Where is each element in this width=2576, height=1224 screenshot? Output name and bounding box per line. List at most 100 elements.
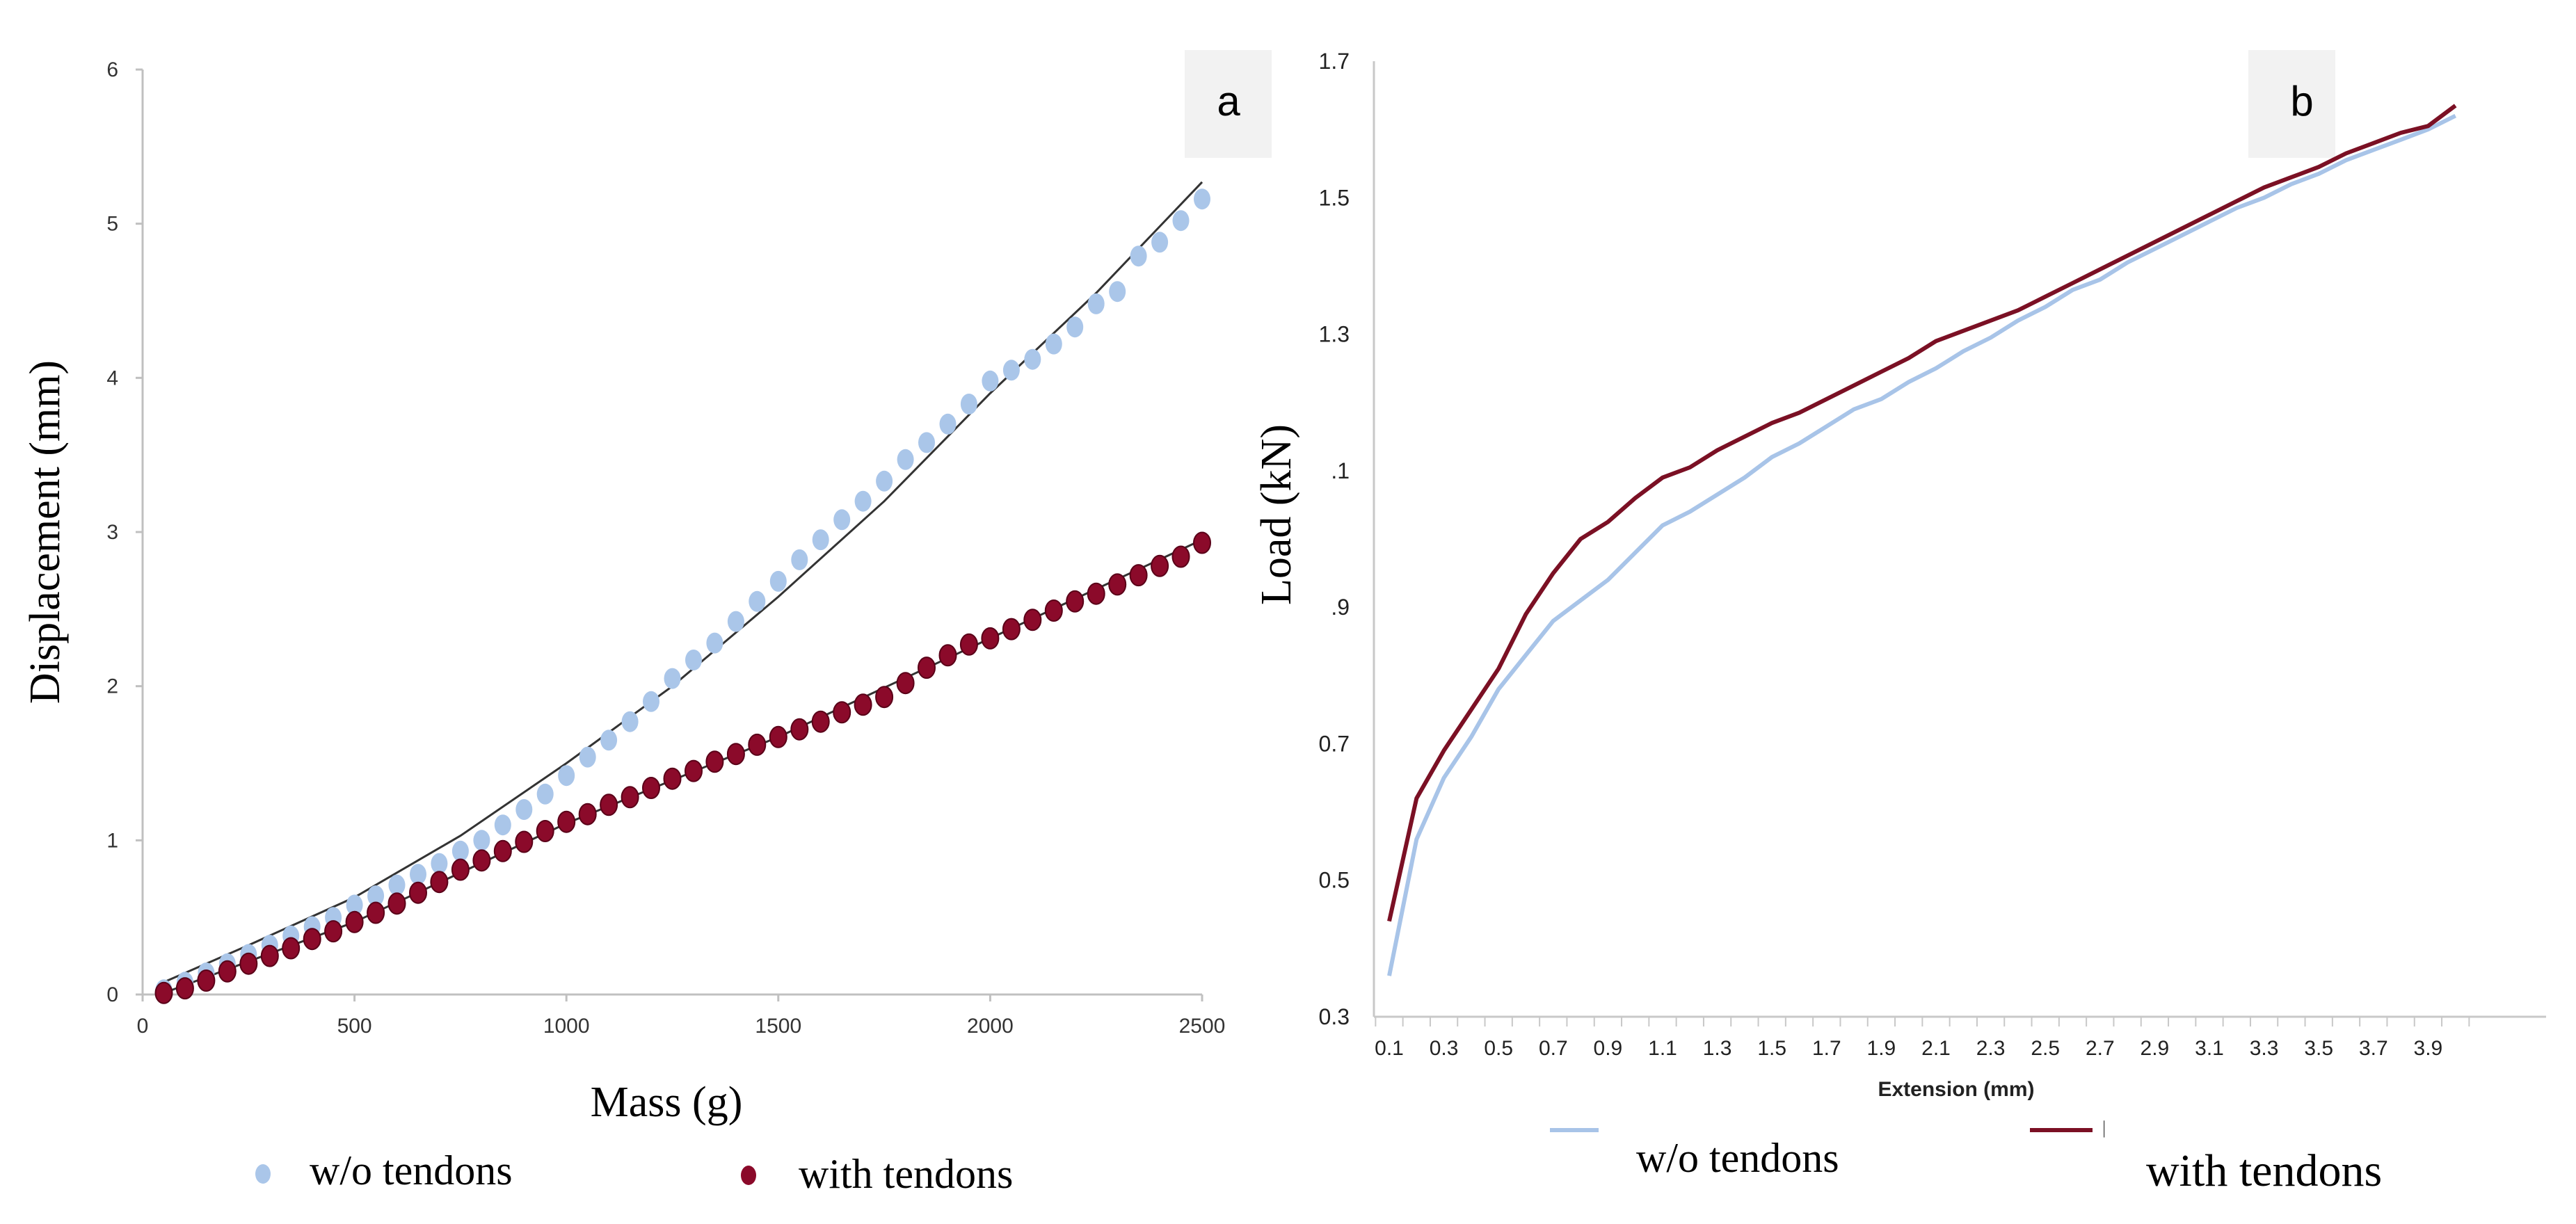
point-wo-tendons bbox=[1087, 293, 1105, 314]
panel-b-x-tick-label: 3.7 bbox=[2359, 1037, 2388, 1060]
point-wo-tendons bbox=[367, 885, 385, 907]
panel-a-y-tick-label: 6 bbox=[106, 58, 118, 81]
point-with-tendons bbox=[451, 858, 470, 881]
point-wo-tendons bbox=[854, 490, 872, 512]
panel-b-chart: b 0.3 0.5 0.7 .9 .1 1.3 1.5 1.7 0.1 0.3 0.5 0.7 0.9… bbox=[1253, 49, 2546, 1196]
point-wo-tendons bbox=[494, 814, 511, 836]
point-with-tendons bbox=[1002, 618, 1021, 641]
point-wo-tendons bbox=[706, 632, 723, 654]
point-wo-tendons bbox=[431, 853, 448, 874]
point-wo-tendons bbox=[1045, 333, 1062, 355]
point-wo-tendons bbox=[621, 711, 639, 732]
panel-b-x-tick-label: 1.3 bbox=[1703, 1037, 1732, 1060]
point-wo-tendons bbox=[1002, 360, 1020, 381]
panel-b-x-tick-label: 0.3 bbox=[1430, 1037, 1459, 1060]
legend-b-stray-mark: | bbox=[2102, 1118, 2106, 1138]
point-with-tendons bbox=[1193, 531, 1211, 554]
point-with-tendons bbox=[197, 969, 216, 992]
panel-a-y-tick-label: 2 bbox=[106, 675, 118, 698]
panel-a-y-axis-title: Displacement (mm) bbox=[22, 360, 69, 704]
point-wo-tendons bbox=[769, 570, 787, 592]
panel-a-x-tick-label: 500 bbox=[337, 1015, 372, 1038]
legend-b-wo-label: w/o tendons bbox=[1636, 1135, 1839, 1181]
panel-b-x-tick-label: 2.9 bbox=[2141, 1037, 2170, 1060]
point-wo-tendons bbox=[791, 549, 808, 570]
point-with-tendons bbox=[642, 777, 660, 799]
panel-b-y-tick-label: .1 bbox=[1331, 458, 1350, 483]
panel-a-label-box bbox=[1185, 50, 1272, 158]
panel-a-y-tick-label: 0 bbox=[106, 983, 118, 1006]
panel-b-x-tick-label: 1.9 bbox=[1867, 1037, 1896, 1060]
point-with-tendons bbox=[239, 952, 258, 975]
point-with-tendons bbox=[282, 937, 301, 960]
panel-a-x-axis-title: Mass (g) bbox=[591, 1079, 743, 1126]
point-with-tendons bbox=[663, 767, 682, 790]
point-with-tendons bbox=[409, 881, 427, 904]
point-wo-tendons bbox=[451, 840, 469, 862]
point-wo-tendons bbox=[515, 799, 533, 820]
panel-a-legend: w/o tendons with tendons bbox=[255, 1148, 1013, 1197]
panel-b-x-tick-label: 1.1 bbox=[1648, 1037, 1677, 1060]
point-wo-tendons bbox=[600, 730, 618, 751]
panel-b-x-tick-label: 2.7 bbox=[2086, 1037, 2115, 1060]
point-wo-tendons bbox=[558, 765, 575, 787]
point-wo-tendons bbox=[727, 611, 744, 632]
point-with-tendons bbox=[854, 693, 872, 716]
panel-b-y-tick-label: 0.5 bbox=[1319, 868, 1350, 893]
point-with-tendons bbox=[1151, 554, 1169, 577]
point-with-tendons bbox=[959, 633, 978, 656]
point-with-tendons bbox=[833, 701, 851, 724]
panel-b-x-tick-label: 0.9 bbox=[1594, 1037, 1623, 1060]
point-with-tendons bbox=[154, 981, 173, 1004]
point-wo-tendons bbox=[579, 746, 596, 768]
point-wo-tendons bbox=[1109, 281, 1126, 303]
panel-b-x-tick-label: 0.1 bbox=[1375, 1037, 1404, 1060]
point-wo-tendons bbox=[982, 370, 999, 392]
panel-b-label: b bbox=[2290, 78, 2313, 124]
point-with-tendons bbox=[303, 928, 321, 951]
point-wo-tendons bbox=[939, 413, 957, 435]
panel-b-x-tick-label: 1.7 bbox=[1812, 1037, 1841, 1060]
panel-b-y-tick-label: 1.3 bbox=[1319, 322, 1350, 347]
point-with-tendons bbox=[345, 910, 364, 933]
panel-b-x-tick-label: 0.7 bbox=[1539, 1037, 1568, 1060]
panel-a-x-tick-label: 0 bbox=[137, 1015, 149, 1038]
line-with-tendons bbox=[1387, 104, 2457, 922]
point-with-tendons bbox=[430, 871, 449, 894]
point-with-tendons bbox=[705, 750, 724, 773]
panel-b-legend: w/o tendons | with tendons bbox=[1550, 1118, 2382, 1196]
line-wo-tendons bbox=[1387, 113, 2457, 976]
point-wo-tendons bbox=[1172, 210, 1190, 232]
point-wo-tendons bbox=[749, 590, 766, 612]
point-wo-tendons bbox=[473, 830, 490, 851]
point-wo-tendons bbox=[685, 650, 702, 670]
trendline-wo-tendons bbox=[163, 181, 1203, 983]
point-wo-tendons bbox=[346, 894, 363, 916]
point-with-tendons bbox=[1171, 545, 1190, 568]
point-with-tendons bbox=[875, 686, 894, 709]
point-with-tendons bbox=[578, 803, 597, 826]
legend-a-wo-marker bbox=[255, 1164, 271, 1184]
point-with-tendons bbox=[621, 786, 639, 809]
point-wo-tendons bbox=[1130, 245, 1147, 267]
panel-a-y-tick-label: 5 bbox=[106, 213, 118, 236]
point-with-tendons bbox=[218, 960, 237, 983]
panel-b-x-tick-label: 2.5 bbox=[2031, 1037, 2060, 1060]
panel-a-x-tick-label: 1500 bbox=[755, 1015, 801, 1038]
panel-b-label-box bbox=[2248, 50, 2335, 158]
point-with-tendons bbox=[811, 710, 830, 733]
legend-b-with-label: with tendons bbox=[2146, 1145, 2382, 1196]
panel-a-x-tick-label: 1000 bbox=[543, 1015, 590, 1038]
point-with-tendons bbox=[472, 849, 491, 872]
point-with-tendons bbox=[1087, 582, 1105, 605]
panel-b-y-tick-label: 0.3 bbox=[1319, 1004, 1350, 1029]
point-wo-tendons bbox=[1194, 188, 1210, 210]
panel-b-y-tick-label: 1.7 bbox=[1319, 49, 1350, 74]
panel-b-x-tick-label: 3.3 bbox=[2250, 1037, 2279, 1060]
panel-b-x-tick-label: 1.5 bbox=[1757, 1037, 1786, 1060]
panel-a-y-tick-label: 3 bbox=[106, 521, 118, 544]
panel-b-x-tick-label: 3.5 bbox=[2304, 1037, 2333, 1060]
point-with-tendons bbox=[896, 672, 915, 695]
legend-a-with-marker bbox=[741, 1166, 756, 1185]
